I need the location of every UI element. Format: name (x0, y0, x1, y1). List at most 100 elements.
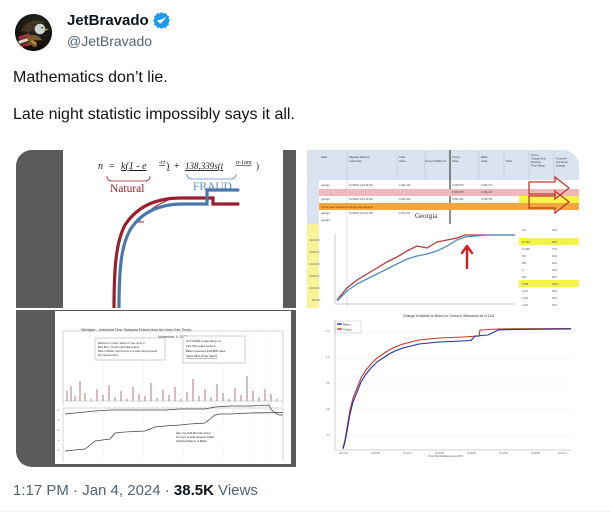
svg-text:Biden received 149,888 votes: Biden received 149,888 votes (186, 349, 226, 353)
svg-text:15,784: 15,784 (522, 241, 530, 244)
svg-text:+: + (174, 161, 180, 172)
svg-text:At 6:31AM a vote dump of: At 6:31AM a vote dump of (186, 339, 221, 343)
svg-text:11/16/20 1:44:49 AM: 11/16/20 1:44:49 AM (349, 197, 373, 201)
svg-text:2,306,127: 2,306,127 (481, 183, 493, 187)
svg-text:georgia: georgia (321, 197, 330, 201)
svg-text:Total: Total (399, 155, 405, 159)
svg-text:49%: 49% (552, 304, 558, 307)
svg-text:n-1am: n-1am (236, 160, 252, 166)
svg-text:Biden: Biden (343, 322, 351, 326)
svg-text:791: 791 (522, 255, 527, 258)
svg-text:4,251: 4,251 (522, 304, 529, 307)
svg-text:): ) (256, 161, 259, 171)
svg-text:Blue Bins / found unidentified: Blue Bins / found unidentified cases (98, 345, 140, 349)
svg-text:0.9: 0.9 (326, 381, 330, 385)
svg-text:Back to Biden: Parchments of a: Back to Biden: Parchments of a state bei… (98, 349, 158, 353)
svg-text:2,000,000: 2,000,000 (309, 264, 320, 266)
svg-text:Georgia: Georgia (415, 212, 438, 220)
svg-text:-rt: -rt (159, 160, 165, 166)
svg-text:1.0: 1.0 (326, 355, 330, 359)
svg-text:k(1 - e: k(1 - e (121, 161, 147, 172)
svg-text:Change: Change (556, 164, 566, 168)
svg-text:311: 311 (522, 229, 527, 232)
svg-text:Total: Total (506, 159, 512, 163)
svg-text:Trump: Trump (452, 155, 460, 159)
svg-text:State: State (321, 155, 328, 159)
svg-text:Adjusted Subs As: Adjusted Subs As (349, 155, 370, 159)
svg-text:Votes: Votes (481, 159, 488, 163)
svg-text:4,020,450: 4,020,450 (399, 197, 411, 201)
svg-text:Biden: Biden (481, 155, 488, 159)
svg-text:3,000,000: 3,000,000 (309, 240, 320, 242)
svg-text:19:04:59: 19:04:59 (435, 453, 445, 455)
svg-text:164%: 164% (552, 283, 559, 286)
svg-text:2,501,341: 2,501,341 (452, 197, 464, 201)
svg-text:49%: 49% (552, 290, 558, 293)
svg-text:of Interval: of Interval (556, 160, 568, 164)
svg-text:Trump: Trump (531, 153, 539, 157)
svg-text:19:06:58: 19:06:58 (531, 453, 541, 455)
svg-text:49%: 49% (552, 255, 558, 258)
svg-text:03:06:00: 03:06:00 (467, 453, 477, 455)
svg-text:georgia: georgia (321, 183, 330, 187)
svg-text:49%: 49% (552, 297, 558, 300)
svg-text:Local Time: Local Time (349, 159, 362, 163)
svg-text:n: n (98, 161, 103, 172)
svg-text:2,535,878: 2,535,878 (452, 183, 464, 187)
svg-text:Change in ballots for Biden vs: Change in ballots for Biden vs Trump in … (403, 314, 494, 318)
svg-text:4,461,127: 4,461,127 (399, 183, 411, 187)
svg-text:0.8: 0.8 (326, 407, 330, 411)
svg-text:Change from: Change from (531, 157, 546, 161)
svg-text:Time (Month-Date-Hours:CST): Time (Month-Date-Hours:CST) (428, 454, 463, 458)
svg-text:4,071,071: 4,071,071 (399, 211, 411, 215)
svg-text:500,000: 500,000 (312, 300, 321, 302)
svg-text:49%: 49% (552, 262, 558, 265)
svg-text:11/16/20 2:04:21 AM: 11/16/20 2:04:21 AM (349, 211, 373, 215)
svg-text:1,521: 1,521 (522, 297, 529, 300)
svg-text:03:02:35: 03:02:35 (371, 453, 381, 455)
svg-text:13,905: 13,905 (522, 248, 530, 251)
svg-text:that's 99% of the batch!: that's 99% of the batch! (186, 354, 217, 358)
svg-text:1,500,000: 1,500,000 (309, 276, 320, 278)
svg-text:Previous: Previous (531, 160, 542, 164)
svg-text:549: 549 (522, 276, 527, 279)
svg-text:0.7: 0.7 (326, 433, 330, 437)
svg-text:Trump % Biden %: Trump % Biden % (425, 159, 446, 163)
svg-text:georgia: georgia (321, 211, 330, 215)
svg-text:Votes: Votes (452, 159, 459, 163)
svg-text:49%: 49% (552, 269, 558, 272)
svg-text:Time Stamp: Time Stamp (531, 164, 545, 168)
svg-text:17%: 17% (552, 248, 558, 251)
svg-text:2,306,127: 2,306,127 (481, 190, 493, 194)
svg-text:Trump %: Trump % (556, 157, 567, 161)
svg-text:=: = (109, 161, 115, 172)
svg-text:1.1: 1.1 (326, 329, 330, 333)
svg-text:Votes: Votes (399, 159, 406, 163)
svg-text:2,217: 2,217 (522, 290, 529, 293)
svg-text:1,000,000: 1,000,000 (309, 288, 320, 290)
svg-text:2,535,878: 2,535,878 (452, 190, 464, 194)
svg-text:11:04:50: 11:04:50 (499, 453, 508, 455)
svg-text:11/16/20 1:23:49 AM: 11/16/20 1:23:49 AM (349, 183, 373, 187)
svg-text:Trump's lead narrows to a sing: Trump's lead narrows to a single vote up… (321, 206, 374, 209)
svg-text:960: 960 (522, 262, 527, 265)
svg-text:49%: 49% (552, 229, 558, 232)
svg-text:11:04:14: 11:04:14 (403, 453, 412, 455)
svg-text:149,772 votes came in.: 149,772 votes came in. (186, 344, 217, 348)
svg-text:striking distance of Biden: striking distance of Biden (176, 439, 208, 443)
svg-text:Natural: Natural (110, 183, 144, 195)
svg-text:138,339s(t: 138,339s(t (185, 161, 224, 171)
svg-text:): ) (166, 161, 169, 172)
svg-text:Trump: Trump (343, 327, 352, 331)
svg-text:2,500,000: 2,500,000 (309, 252, 320, 254)
svg-text:2,335,791: 2,335,791 (481, 197, 493, 201)
svg-text:georgia: georgia (321, 218, 330, 222)
svg-text:98%: 98% (552, 241, 558, 244)
svg-text:49%: 49% (552, 276, 558, 279)
svg-text:9,385: 9,385 (522, 283, 529, 286)
svg-text:03:04:12: 03:04:12 (558, 453, 568, 455)
svg-text:first reported time: first reported time (98, 353, 119, 357)
svg-text:Michigan - Individual Time Sta: Michigan - Individual Time Stamped Entri… (81, 328, 191, 332)
svg-text:Bathroom / closet: asked if I: Bathroom / closet: asked if I can come i… (98, 341, 146, 345)
svg-text:10:01:35: 10:01:35 (339, 453, 349, 455)
